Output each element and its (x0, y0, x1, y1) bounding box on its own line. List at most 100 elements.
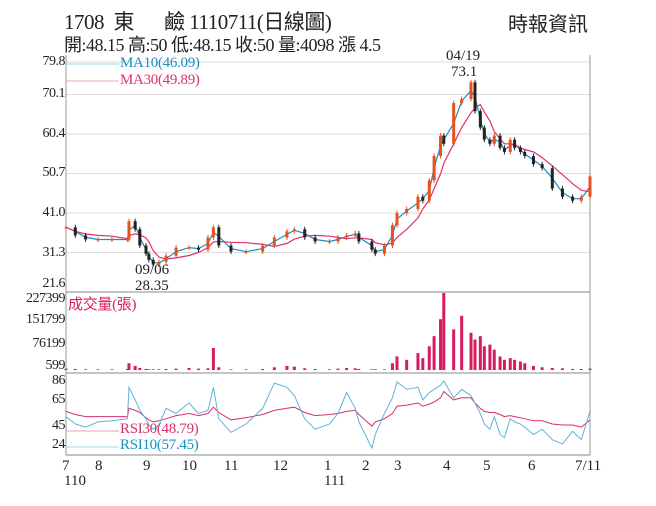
volume-bar (460, 315, 464, 370)
chart-title: 1708 東 鹼 1110711(日線圖) (64, 10, 332, 34)
volume-bar (127, 363, 131, 370)
candle-body (370, 241, 374, 250)
candle-body (390, 225, 394, 246)
candle-body (357, 233, 361, 242)
candle-body (405, 208, 409, 213)
candle-body (588, 176, 592, 197)
rsi10-legend: RSI10(57.45) (120, 437, 199, 453)
source-label: 時報資訊 (508, 14, 588, 36)
candle-body (432, 155, 436, 181)
volume-bar (416, 353, 420, 370)
volume-bar (151, 369, 155, 370)
volume-bar (157, 369, 161, 370)
month-tick-label: 3 (394, 458, 402, 474)
volume-bar (261, 368, 265, 370)
candle-body (469, 82, 473, 99)
volume-bar (382, 369, 386, 370)
volume-bar (540, 367, 544, 370)
volume-bar (217, 367, 221, 370)
candle-body (498, 135, 502, 148)
volume-bar (550, 367, 554, 370)
month-tick-label: 10 (182, 458, 197, 474)
price-tick-label: 60.4 (42, 126, 66, 141)
candle-body (345, 235, 349, 238)
candle-body (336, 237, 340, 242)
volume-legend: 成交量(張) (68, 297, 137, 313)
candle-body (502, 147, 506, 152)
volume-bar (560, 368, 564, 370)
volume-bar (211, 347, 215, 370)
candle-body (272, 237, 276, 246)
volume-bar (432, 336, 436, 370)
volume-bar (523, 363, 527, 370)
candle-body (125, 239, 129, 241)
volume-bar (292, 366, 296, 370)
candle-body (303, 229, 307, 238)
price-tick-label: 70.1 (42, 86, 66, 101)
candle-body (488, 139, 492, 144)
candle-body (395, 213, 399, 226)
candle-body (164, 255, 168, 262)
candle-body (550, 168, 554, 189)
candle-body (540, 164, 544, 169)
volume-bar (482, 346, 486, 370)
volume-bar (64, 368, 68, 370)
month-tick-label: 4 (443, 458, 451, 474)
volume-tick-label: 76199 (32, 336, 66, 351)
volume-bar (469, 332, 473, 370)
volume-bar (96, 369, 100, 370)
ma30-legend: MA30(49.89) (120, 72, 200, 88)
candle-body (96, 239, 100, 241)
volume-bar (579, 368, 583, 370)
rsi-tick-label: 45 (52, 418, 66, 433)
ma30-line (65, 103, 591, 260)
low-value-label: 28.35 (135, 278, 169, 294)
volume-bar (147, 369, 151, 370)
rsi10-line (65, 380, 591, 450)
volume-bar (427, 346, 431, 370)
volume-bar (405, 359, 409, 370)
volume-bar (244, 369, 248, 370)
rsi-tick-label: 24 (52, 437, 66, 452)
candle-body (84, 235, 88, 240)
candle-body (73, 227, 77, 236)
month-tick-label: 1 (324, 458, 332, 474)
rsi-tick-label: 86 (52, 373, 66, 388)
candle-body (144, 245, 148, 254)
month-tick-label: 2 (362, 458, 370, 474)
volume-bar (488, 344, 492, 370)
volume-bar (492, 349, 496, 370)
candle-body (157, 261, 161, 265)
candle-body (416, 196, 420, 209)
volume-bar (84, 369, 88, 370)
volume-bar (508, 358, 512, 370)
month-tick-label: 7/11 (575, 458, 602, 474)
volume-bar (442, 293, 446, 370)
volume-bar (313, 368, 317, 370)
volume-tick-label: 151799 (26, 312, 66, 327)
volume-bar (473, 339, 477, 370)
month-tick-label: 8 (95, 458, 103, 474)
high-value-label: 73.1 (451, 64, 478, 80)
price-tick-label: 50.7 (42, 165, 66, 180)
rsi-tick-label: 65 (52, 392, 66, 407)
candle-body (285, 231, 289, 238)
candle-body (211, 227, 215, 238)
volume-bar (588, 368, 592, 370)
candle-body (571, 196, 575, 201)
candle-body (174, 247, 178, 256)
volume-bar (498, 356, 502, 370)
volume-bar (144, 368, 148, 370)
candle-body (442, 135, 446, 144)
candle-body (127, 221, 131, 240)
volume-bar (370, 369, 374, 370)
candle-body (508, 139, 512, 152)
volume-bar (345, 367, 349, 370)
candle-body (244, 251, 248, 253)
volume-bar (421, 358, 425, 370)
month-tick-label: 11 (224, 458, 239, 474)
candle-body (523, 151, 527, 156)
volume-bar (110, 369, 114, 370)
candle-body (147, 253, 151, 260)
quote-summary: 開:48.15 高:50 低:48.15 收:50 量:4098 漲 4.5 (64, 35, 381, 55)
